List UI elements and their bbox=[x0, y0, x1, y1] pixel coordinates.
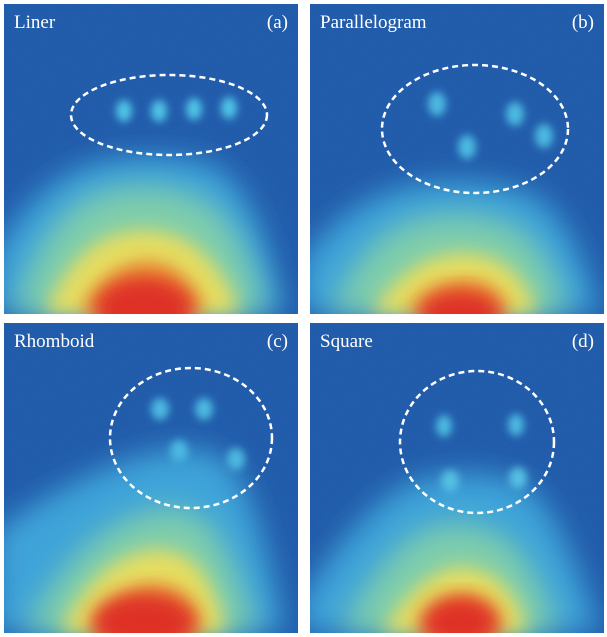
intensity-map-liner bbox=[4, 4, 298, 314]
dashed-ellipse-rhomboid bbox=[108, 366, 274, 510]
panel-square: Square (d) bbox=[310, 323, 604, 633]
panel-label-liner: Liner bbox=[14, 12, 56, 33]
panel-rhomboid: Rhomboid (c) bbox=[4, 323, 298, 633]
panel-label-rhomboid: Rhomboid bbox=[14, 331, 95, 352]
panel-tag-a: (a) bbox=[266, 12, 288, 33]
panel-label-parallelogram: Parallelogram bbox=[320, 12, 427, 33]
intensity-map-parallelogram bbox=[310, 4, 604, 314]
panel-parallelogram: Parallelogram (b) bbox=[310, 4, 604, 314]
panel-tag-d: (d) bbox=[571, 331, 594, 352]
panel-liner: Liner (a) bbox=[4, 4, 298, 314]
intensity-map-rhomboid bbox=[4, 323, 298, 633]
panel-tag-b: (b) bbox=[571, 12, 594, 33]
panel-tag-c: (c) bbox=[266, 331, 288, 352]
dashed-ellipse-liner bbox=[69, 73, 269, 157]
dashed-ellipse-square bbox=[398, 369, 556, 515]
dashed-ellipse-parallelogram bbox=[380, 63, 570, 195]
intensity-map-square bbox=[310, 323, 604, 633]
panel-label-square: Square bbox=[320, 331, 373, 352]
